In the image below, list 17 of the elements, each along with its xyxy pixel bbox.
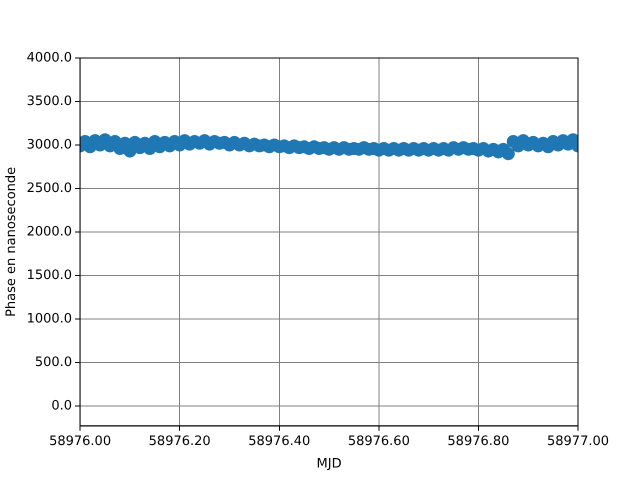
y-tick-label: 500.0 <box>34 354 72 370</box>
y-tick-label: 1000.0 <box>26 311 72 326</box>
x-tick-label: 58976.20 <box>148 434 211 449</box>
y-tick-label: 1500.0 <box>26 268 72 283</box>
x-axis-title: MJD <box>316 456 342 472</box>
y-tick-label: 3500.0 <box>26 94 72 109</box>
y-axis-title: Phase en nanoseconde <box>4 166 20 317</box>
y-tick-label: 2500.0 <box>26 180 72 196</box>
y-tick-label: 2000.0 <box>26 224 72 240</box>
x-tick-label: 58977.00 <box>546 434 610 449</box>
x-tick-label: 58976.40 <box>248 434 310 449</box>
y-tick-label: 4000.0 <box>26 50 72 66</box>
x-tick-label: 58976.00 <box>49 434 112 449</box>
x-tick-label: 58976.80 <box>447 434 510 449</box>
y-tick-label: 0.0 <box>51 398 72 414</box>
y-tick-label: 3000.0 <box>26 137 72 152</box>
x-tick-label: 58976.60 <box>348 434 410 449</box>
